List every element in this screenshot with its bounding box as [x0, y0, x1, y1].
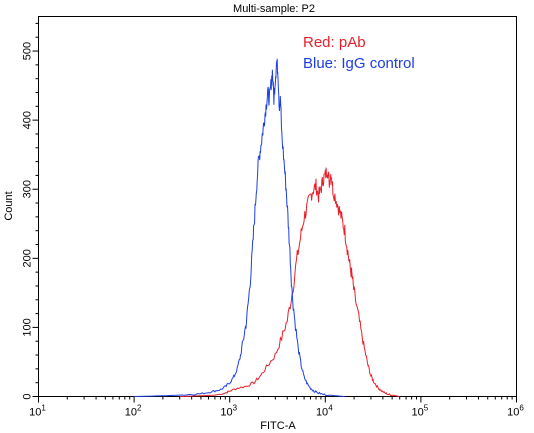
y-axis-label: Count [3, 191, 15, 220]
x-tick-label: 105 [412, 404, 429, 419]
x-axis-label: FITC-A [260, 420, 296, 432]
y-tick-label: 100 [21, 318, 33, 336]
legend-entry-red: Red: pAb [303, 34, 366, 51]
axes-group: 101 102 103 104 105 106 0 100 200 300 400 500 [21, 22, 524, 419]
x-tick-label: 104 [316, 404, 333, 419]
x-tick-label: 103 [220, 404, 237, 419]
plot-frame [38, 16, 517, 397]
chart-title: Multi-sample: P2 [233, 3, 315, 15]
x-tick-label: 106 [507, 404, 524, 419]
series-red-line [179, 167, 400, 397]
legend-entry-blue: Blue: IgG control [303, 55, 415, 72]
y-tick-label: 500 [21, 42, 33, 60]
y-tick-label: 400 [21, 111, 33, 129]
y-tick-label: 0 [21, 393, 33, 399]
x-tick-label: 101 [29, 404, 46, 419]
series-group [134, 58, 400, 397]
y-tick-label: 200 [21, 249, 33, 267]
legend: Red: pAb Blue: IgG control [303, 34, 415, 72]
x-tick-label: 102 [125, 404, 142, 419]
series-blue-line [134, 58, 345, 397]
y-tick-label: 300 [21, 180, 33, 198]
